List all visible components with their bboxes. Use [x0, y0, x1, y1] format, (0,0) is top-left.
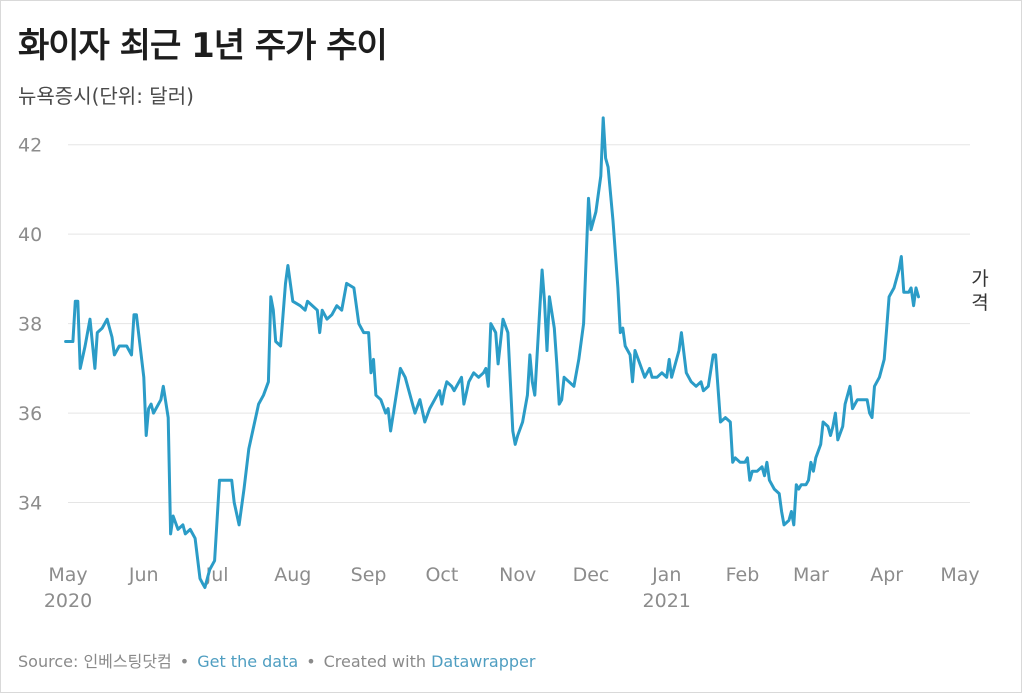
x-tick-label: Jan: [651, 564, 681, 586]
x-tick-label: Dec: [573, 564, 610, 586]
y-tick-label: 42: [18, 135, 42, 157]
x-tick-label: Mar: [793, 564, 829, 586]
y-tick-label: 40: [18, 224, 42, 246]
get-data-link[interactable]: Get the data: [197, 652, 299, 671]
x-tick-label: Jun: [128, 564, 159, 586]
x-tick-label: Nov: [499, 564, 536, 586]
footer: Source: 인베스팅닷컴 • Get the data • Created with…: [18, 648, 535, 672]
chart-subtitle: 뉴욕증시(단위: 달러): [18, 84, 194, 108]
separator-dot: •: [306, 652, 316, 671]
y-tick-label: 34: [18, 493, 42, 515]
created-with-label: Created with: [323, 652, 432, 671]
y-tick-label: 36: [18, 403, 42, 425]
source-label: Source:: [18, 652, 84, 671]
series-line: [64, 116, 920, 589]
y-tick-label: 38: [18, 314, 42, 336]
source-name: 인베스팅닷컴: [83, 652, 172, 671]
x-tick-year: 2020: [44, 590, 92, 612]
x-tick-label: May: [940, 564, 979, 586]
x-tick-year: 2021: [643, 590, 691, 612]
x-tick-label: Apr: [870, 564, 903, 586]
x-tick-label: May: [48, 564, 87, 586]
chart-title: 화이자 최근 1년 주가 추이: [18, 26, 388, 66]
series-group: [64, 116, 920, 589]
separator-dot: •: [179, 652, 190, 671]
gridlines: [68, 144, 970, 504]
x-tick-label: Feb: [726, 564, 760, 586]
datawrapper-link[interactable]: Datawrapper: [431, 652, 536, 671]
x-tick-label: Aug: [274, 564, 311, 586]
x-tick-label: Oct: [425, 564, 458, 586]
y-axis-ticks: 34 36 38 40 42: [18, 135, 42, 515]
x-tick-label: Sep: [351, 564, 387, 586]
